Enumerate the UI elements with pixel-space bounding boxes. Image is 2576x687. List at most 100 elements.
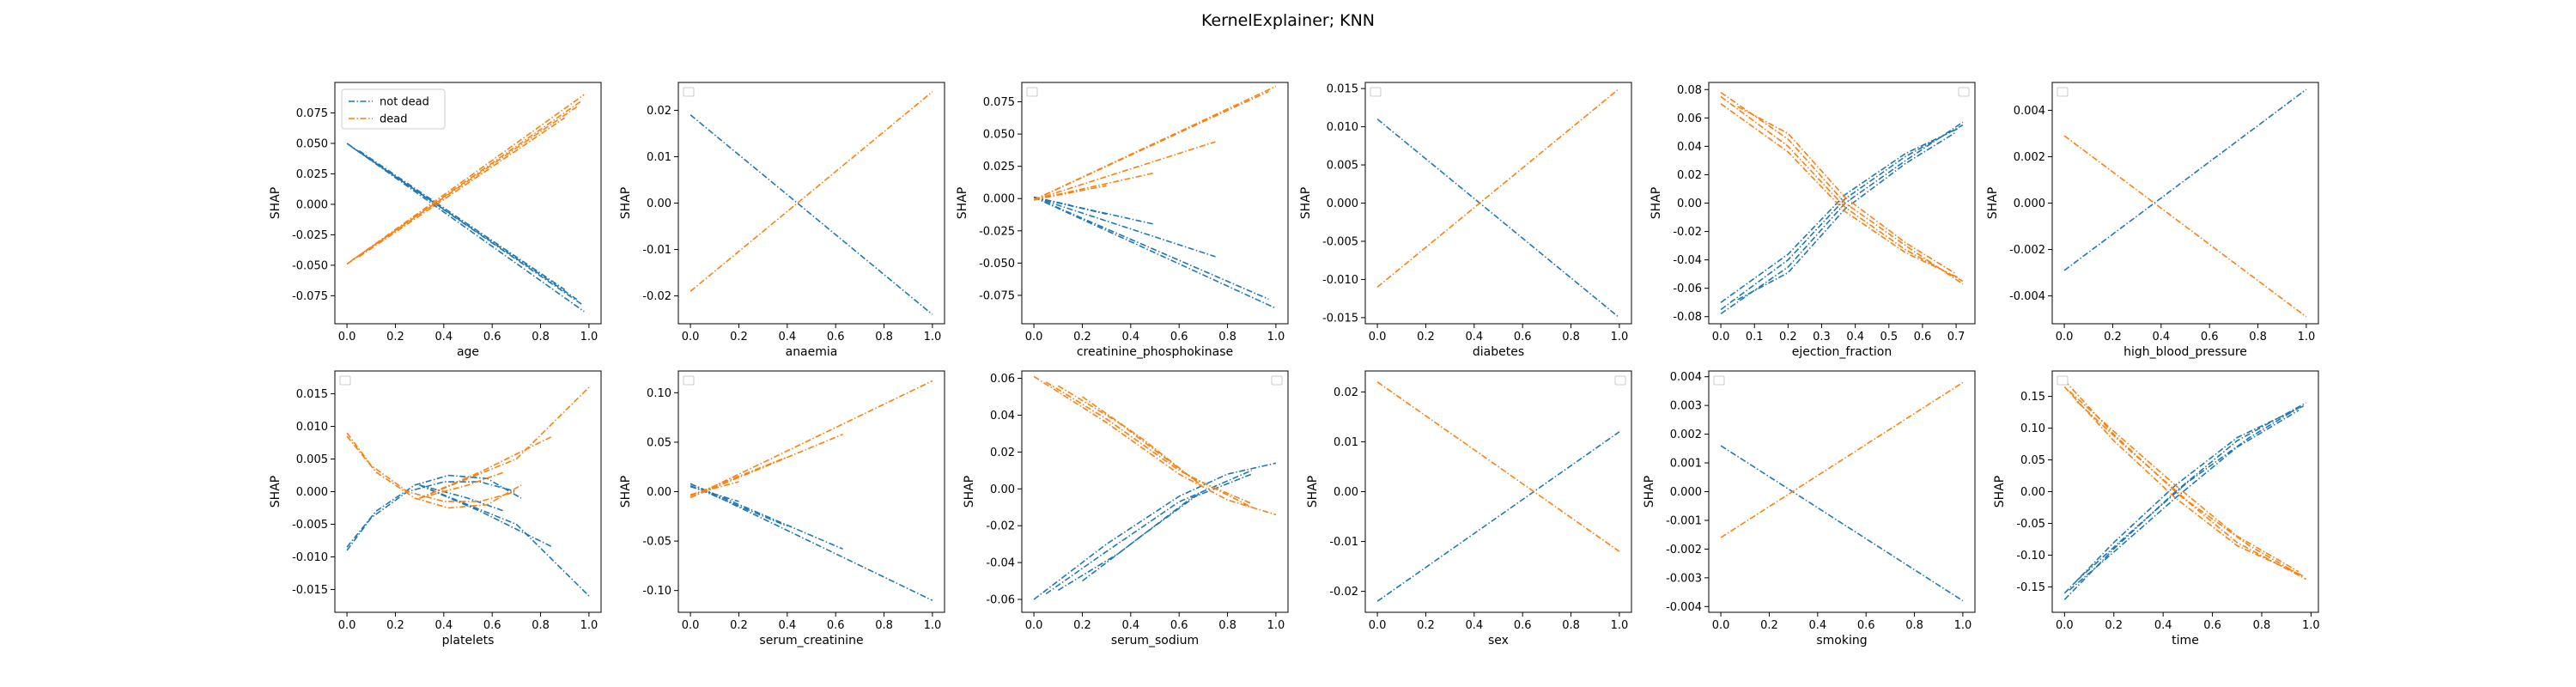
series-line-dead-3: [419, 435, 553, 499]
y-tick-label: -0.015: [1322, 312, 1358, 325]
series-line-dead-0: [690, 91, 933, 292]
y-tick-label: 0.004: [2014, 105, 2045, 118]
series-line-not-dead-2: [1033, 196, 1216, 258]
empty-legend-box: [1713, 375, 1725, 386]
x-tick-label: 0.4: [1846, 331, 1864, 344]
y-tick-label: -0.15: [2016, 581, 2045, 594]
series-line-not-dead-0: [1033, 462, 1277, 600]
series-line-dead-2: [1057, 385, 1253, 505]
empty-legend-box: [2057, 375, 2069, 386]
y-tick-label: 0.002: [2014, 151, 2045, 164]
series-group: [2063, 88, 2307, 318]
y-tick-label: 0.00: [647, 198, 671, 210]
y-tick-label: 0.004: [1670, 371, 1702, 384]
empty-legend-box: [1958, 87, 1970, 97]
x-tick-label: 0.0: [338, 331, 356, 344]
x-tick-label: 0.2: [2104, 331, 2122, 344]
y-axis-label: SHAP: [1986, 187, 2000, 219]
x-tick-label: 1.0: [2302, 619, 2320, 632]
y-tick-label: -0.075: [979, 289, 1015, 302]
y-tick-label: -0.004: [1666, 601, 1702, 614]
y-axis-label: SHAP: [619, 476, 633, 508]
series-line-not-dead-1: [1045, 470, 1253, 595]
x-tick-label: 0.2: [1779, 331, 1797, 344]
y-axis-label: SHAP: [1306, 476, 1320, 508]
series-group: [2063, 380, 2306, 600]
y-tick-label: 0.00: [2020, 486, 2045, 499]
subplot-age: 0.0 0.2 0.4 0.6 0.8 1.0 -0.075 -0.050 -0.025 0.00…: [269, 82, 602, 359]
x-tick-label: 0.2: [1073, 331, 1091, 344]
y-tick-label: 0.02: [647, 105, 671, 118]
series-group: [690, 91, 933, 315]
x-tick-label: 0.0: [2056, 331, 2074, 344]
x-tick-label: 0.0: [682, 331, 700, 344]
x-tick-label: 0.6: [2201, 331, 2219, 344]
y-tick-label: 0.06: [990, 373, 1015, 386]
y-tick-label: 0.015: [296, 388, 328, 401]
x-tick-label: 0.2: [1417, 331, 1435, 344]
y-tick-label: 0.025: [296, 168, 328, 181]
y-tick-label: 0.01: [1334, 436, 1358, 449]
x-tick-label: 0.0: [1712, 619, 1730, 632]
y-tick-label: -0.02: [986, 520, 1015, 533]
x-tick-label: 0.2: [386, 331, 404, 344]
y-tick-label: -0.05: [2016, 518, 2045, 531]
y-tick-label: -0.04: [986, 557, 1015, 570]
y-axis-label: SHAP: [1299, 187, 1313, 219]
axes-frame: [1021, 370, 1289, 613]
y-tick-label: -0.001: [1666, 514, 1702, 527]
x-tick-label: 0.0: [1369, 619, 1387, 632]
subplot-high_blood_pressure: 0.0 0.2 0.4 0.6 0.8 1.0 -0.004 -0.002 0.000 0.002…: [1986, 82, 2319, 359]
series-line-not-dead-3: [690, 485, 739, 502]
x-tick-label: 0.6: [483, 331, 501, 344]
series-line-dead-0: [1033, 85, 1277, 201]
y-tick-label: 0.000: [1670, 486, 1702, 499]
y-tick-label: 0.10: [647, 387, 671, 400]
x-axis-label: serum_sodium: [1111, 634, 1199, 647]
x-tick-label: 0.4: [1465, 331, 1483, 344]
series-line-dead-0: [1720, 381, 1964, 538]
axes-frame: [1021, 82, 1289, 325]
x-tick-label: 0.8: [1218, 331, 1236, 344]
empty-legend-box: [339, 375, 351, 386]
series-group: [1720, 381, 1964, 602]
y-tick-label: 0.00: [1677, 198, 1702, 210]
x-tick-label: 0.8: [1562, 619, 1580, 632]
x-tick-label: 1.0: [580, 331, 598, 344]
x-tick-label: 0.6: [483, 619, 501, 632]
y-tick-label: -0.02: [642, 290, 671, 303]
y-tick-label: -0.050: [292, 259, 328, 272]
y-tick-label: 0.075: [296, 107, 328, 120]
y-axis-label: SHAP: [269, 476, 283, 508]
series-group: [1033, 375, 1277, 600]
subplot-anaemia: 0.0 0.2 0.4 0.6 0.8 1.0 -0.02 -0.01 0.00 0.01 0.02…: [619, 82, 945, 359]
y-tick-label: 0.04: [1677, 141, 1702, 154]
x-tick-label: 0.8: [875, 619, 893, 632]
y-axis-label: SHAP: [963, 476, 976, 508]
series-line-dead-2: [351, 106, 578, 261]
subplot-serum_sodium: 0.0 0.2 0.4 0.6 0.8 1.0 -0.06 -0.04 -0.02 0.00 0.0…: [963, 370, 1289, 647]
series-line-dead-1: [1720, 95, 1964, 283]
y-tick-label: -0.010: [292, 551, 328, 564]
x-tick-label: 0.4: [2152, 331, 2170, 344]
y-tick-label: 0.06: [1677, 112, 1702, 125]
series-line-dead-0: [690, 380, 933, 499]
x-tick-label: 0.6: [1170, 331, 1188, 344]
y-tick-label: 0.02: [1334, 386, 1358, 399]
series-line-not-dead-1: [1033, 196, 1269, 301]
y-tick-label: -0.003: [1666, 572, 1702, 585]
x-axis-label: creatinine_phosphokinase: [1077, 345, 1233, 359]
series-line-not-dead-2: [690, 484, 788, 527]
series-line-not-dead-2: [1057, 473, 1252, 591]
x-tick-label: 1.0: [2298, 331, 2316, 344]
y-tick-label: 0.005: [1327, 160, 1358, 173]
y-tick-label: 0.000: [296, 198, 328, 211]
y-axis-label: SHAP: [956, 187, 969, 219]
y-tick-label: 0.025: [983, 161, 1015, 173]
subplot-diabetes: 0.0 0.2 0.4 0.6 0.8 1.0 -0.015 -0.010 -0.005 0.00…: [1299, 82, 1632, 359]
x-tick-label: 1.0: [1611, 619, 1629, 632]
series-line-not-dead-0: [1033, 196, 1277, 309]
empty-legend-box: [1271, 375, 1283, 386]
x-tick-label: 0.2: [730, 619, 748, 632]
x-tick-label: 0.8: [532, 619, 550, 632]
